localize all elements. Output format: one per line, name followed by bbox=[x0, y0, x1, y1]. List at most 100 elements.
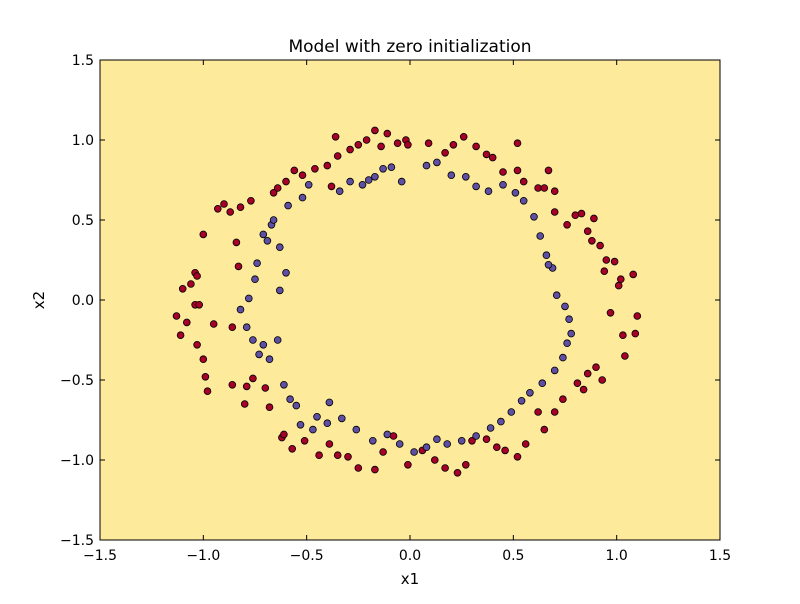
data-point bbox=[199, 355, 208, 364]
data-point bbox=[292, 401, 301, 410]
data-point bbox=[468, 436, 476, 445]
data-point bbox=[600, 267, 609, 276]
data-point bbox=[344, 452, 352, 461]
data-point bbox=[393, 139, 402, 148]
data-point bbox=[610, 257, 619, 266]
data-point bbox=[588, 237, 596, 245]
data-point bbox=[457, 436, 466, 445]
x-tick-label: −1.5 bbox=[83, 548, 117, 564]
data-point bbox=[559, 395, 567, 404]
data-point bbox=[187, 280, 195, 288]
data-point bbox=[251, 275, 259, 284]
data-point bbox=[298, 193, 307, 202]
data-point bbox=[379, 448, 387, 456]
data-point bbox=[544, 260, 553, 269]
data-point bbox=[311, 165, 319, 173]
data-point bbox=[550, 366, 559, 375]
data-point bbox=[379, 165, 387, 173]
data-point bbox=[552, 291, 561, 300]
data-point bbox=[571, 211, 580, 220]
data-point bbox=[433, 158, 441, 167]
x-tick-label: 0.0 bbox=[399, 548, 421, 564]
data-point bbox=[346, 177, 354, 186]
data-point bbox=[540, 184, 549, 192]
x-axis-ticks: −1.5 −1.0 −0.5 0.0 0.5 1.0 1.5 bbox=[83, 60, 731, 564]
data-point bbox=[280, 380, 288, 389]
data-point bbox=[236, 203, 245, 212]
data-point bbox=[443, 440, 452, 448]
data-point bbox=[203, 387, 212, 396]
data-point bbox=[550, 408, 559, 416]
chart-title: Model with zero initialization bbox=[288, 37, 531, 57]
data-point bbox=[449, 141, 458, 149]
data-point bbox=[579, 385, 588, 394]
data-point bbox=[354, 464, 363, 472]
y-tick-label: −1.5 bbox=[60, 533, 94, 549]
data-point bbox=[492, 443, 501, 452]
data-point bbox=[459, 133, 468, 141]
y-axis-ticks: −1.5 −1.0 −0.5 0.0 0.5 1.0 1.5 bbox=[60, 53, 720, 549]
data-point bbox=[561, 302, 569, 311]
data-point bbox=[501, 446, 509, 455]
data-point bbox=[335, 187, 344, 196]
data-point bbox=[261, 384, 270, 392]
y-tick-label: −1.0 bbox=[60, 453, 94, 469]
data-point bbox=[195, 300, 204, 309]
data-point bbox=[313, 412, 321, 421]
data-point bbox=[282, 177, 290, 186]
data-point bbox=[577, 209, 586, 218]
data-point bbox=[263, 237, 272, 245]
x-tick-label: −1.0 bbox=[186, 548, 220, 564]
data-point bbox=[383, 430, 392, 439]
data-point bbox=[542, 251, 551, 260]
data-point bbox=[497, 417, 505, 426]
data-point bbox=[259, 340, 268, 349]
data-point bbox=[544, 166, 553, 175]
y-tick-label: −0.5 bbox=[60, 373, 94, 389]
data-point bbox=[422, 161, 431, 170]
data-point bbox=[333, 451, 342, 460]
data-point bbox=[633, 312, 642, 320]
data-point bbox=[567, 329, 575, 338]
data-point bbox=[193, 272, 201, 280]
data-point bbox=[201, 372, 210, 381]
data-point bbox=[606, 308, 615, 317]
x-tick-label: −0.5 bbox=[290, 548, 324, 564]
data-point bbox=[538, 379, 547, 388]
data-point bbox=[275, 243, 284, 252]
data-point bbox=[592, 363, 600, 372]
data-point bbox=[265, 403, 274, 412]
data-point bbox=[300, 436, 309, 445]
data-point bbox=[511, 189, 520, 197]
data-point bbox=[517, 396, 526, 405]
data-point bbox=[573, 379, 582, 388]
data-point bbox=[193, 340, 201, 349]
data-point bbox=[282, 268, 290, 277]
data-point bbox=[333, 152, 342, 160]
data-point bbox=[249, 374, 257, 383]
data-point bbox=[172, 312, 181, 320]
data-point bbox=[368, 436, 377, 445]
data-point bbox=[602, 256, 611, 264]
data-point bbox=[536, 232, 544, 240]
data-point bbox=[327, 182, 336, 191]
data-point bbox=[534, 184, 542, 192]
data-point bbox=[507, 408, 516, 416]
data-point bbox=[265, 355, 274, 364]
data-point bbox=[404, 141, 412, 149]
data-point bbox=[519, 177, 528, 186]
data-point bbox=[383, 129, 392, 138]
data-point bbox=[176, 331, 185, 340]
data-point bbox=[583, 369, 592, 378]
data-point bbox=[371, 173, 379, 181]
data-point bbox=[563, 339, 571, 348]
data-point bbox=[461, 460, 470, 469]
y-tick-label: 0.5 bbox=[72, 213, 94, 229]
data-point bbox=[259, 230, 268, 239]
data-point bbox=[288, 444, 297, 453]
y-tick-label: 1.5 bbox=[72, 53, 94, 69]
data-point bbox=[631, 329, 640, 338]
data-point bbox=[424, 139, 433, 148]
data-point bbox=[563, 221, 571, 229]
data-point bbox=[389, 432, 398, 440]
